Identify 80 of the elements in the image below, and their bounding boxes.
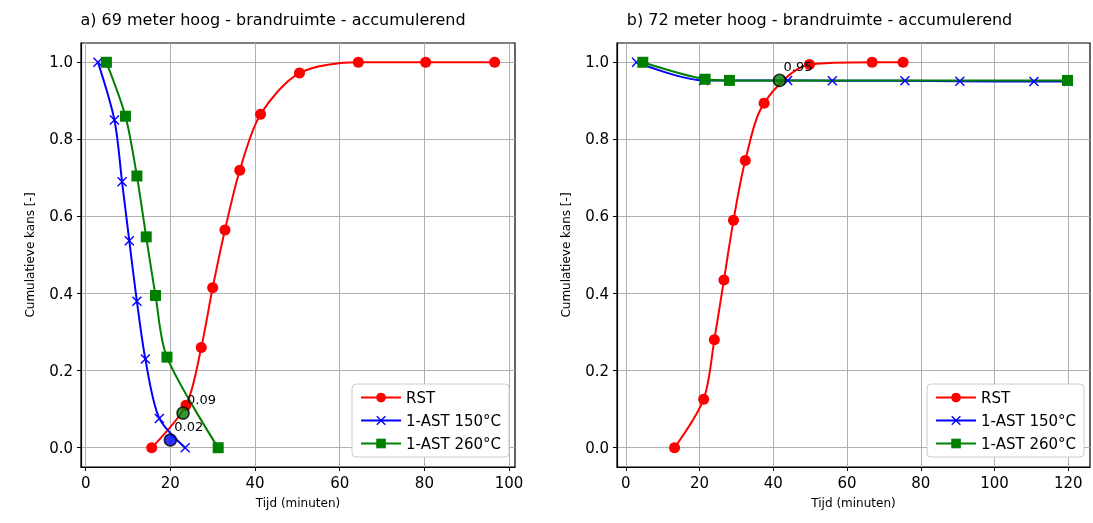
legend-label: 1-AST 260°C	[406, 434, 502, 453]
point	[669, 442, 681, 454]
point	[117, 176, 128, 187]
point	[119, 110, 131, 122]
x-tick-label: 120	[1053, 473, 1083, 492]
x-tick-label: 0	[80, 473, 91, 492]
chart-title: a) 69 meter hoog - brandruimte - accumulerend	[80, 9, 466, 29]
point	[293, 67, 305, 79]
point	[124, 235, 135, 246]
point	[100, 56, 112, 68]
point	[146, 442, 158, 454]
annotation: 0.02	[174, 419, 204, 435]
y-tick-label: 0.2	[49, 361, 73, 380]
y-tick-label: 0.4	[49, 284, 73, 303]
point	[897, 56, 909, 68]
x-axis-title: Tijd (minuten)	[254, 496, 341, 510]
point	[131, 296, 142, 307]
x-tick-label: 20	[690, 473, 710, 492]
x-tick-label: 60	[837, 473, 857, 492]
point	[176, 406, 190, 420]
legend-label: 1-AST 260°C	[981, 434, 1077, 453]
point	[161, 351, 173, 363]
point	[154, 413, 165, 424]
point	[234, 164, 246, 176]
x-tick-label: 60	[330, 473, 350, 492]
legend-label: 1-AST 150°C	[406, 411, 502, 430]
x-tick-label: 0	[621, 473, 631, 492]
x-tick-label: 100	[980, 473, 1009, 492]
point	[352, 56, 364, 68]
y-tick-label: 0.0	[585, 438, 609, 457]
chart-title: b) 72 meter hoog - brandruimte - accumulerend	[626, 9, 1013, 29]
point	[954, 76, 965, 87]
point	[827, 75, 838, 86]
y-tick-label: 0.2	[585, 361, 609, 380]
y-tick-label: 0.8	[49, 130, 73, 149]
point	[109, 115, 120, 126]
point	[899, 75, 910, 86]
legend-label: RST	[406, 388, 436, 407]
x-tick-label: 80	[911, 473, 931, 492]
x-tick-label: 100	[494, 473, 524, 492]
y-tick-label: 0.6	[49, 207, 73, 226]
point	[140, 354, 151, 365]
x-tick-label: 20	[160, 473, 180, 492]
y-tick-label: 1.0	[585, 53, 609, 72]
point	[163, 433, 178, 447]
point	[758, 97, 770, 109]
point	[637, 56, 649, 68]
point	[698, 393, 710, 405]
point	[255, 108, 267, 120]
point	[1028, 76, 1039, 87]
x-tick-label: 40	[245, 473, 265, 492]
point	[739, 155, 751, 167]
y-tick-label: 0.6	[585, 207, 609, 226]
legend-label: RST	[981, 388, 1011, 407]
point	[723, 74, 735, 86]
y-tick-label: 0.8	[585, 130, 609, 149]
point	[212, 442, 224, 454]
x-tick-label: 80	[414, 473, 434, 492]
point	[195, 342, 207, 354]
y-axis-title: Cumulatieve kans [-]	[23, 192, 37, 318]
point	[207, 282, 219, 294]
point	[219, 224, 231, 236]
point	[150, 289, 162, 301]
point	[420, 56, 432, 68]
legend-label: 1-AST 150°C	[981, 411, 1077, 430]
point	[180, 442, 191, 453]
y-axis-title: Cumulatieve kans [-]	[559, 192, 573, 318]
y-tick-label: 0.4	[585, 284, 609, 303]
point	[772, 73, 787, 88]
point	[728, 214, 739, 226]
point	[718, 274, 730, 286]
point	[131, 170, 143, 182]
y-tick-label: 1.0	[49, 53, 73, 72]
x-tick-label: 40	[763, 473, 783, 492]
point	[866, 56, 878, 68]
point	[708, 334, 720, 346]
x-axis-title: Tijd (minuten)	[810, 496, 896, 510]
y-tick-label: 0.0	[49, 438, 73, 457]
point	[489, 56, 501, 68]
point	[140, 231, 152, 243]
